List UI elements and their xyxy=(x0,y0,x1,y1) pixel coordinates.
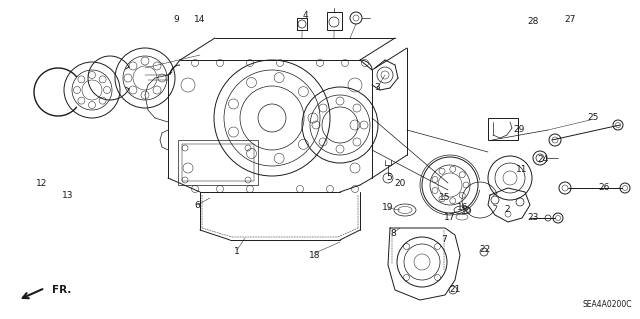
Text: 12: 12 xyxy=(36,179,48,188)
Text: 8: 8 xyxy=(390,228,396,238)
Bar xyxy=(178,140,258,185)
Text: 27: 27 xyxy=(564,16,576,25)
Text: 22: 22 xyxy=(479,246,491,255)
Text: 3: 3 xyxy=(374,84,380,93)
Text: 9: 9 xyxy=(173,16,179,25)
Text: 19: 19 xyxy=(382,204,394,212)
Text: 6: 6 xyxy=(194,201,200,210)
Text: 14: 14 xyxy=(195,16,205,25)
Text: 17: 17 xyxy=(444,213,456,222)
Text: 24: 24 xyxy=(538,155,548,165)
Text: 23: 23 xyxy=(527,213,539,222)
Text: 11: 11 xyxy=(516,166,528,174)
Text: FR.: FR. xyxy=(52,285,72,295)
Text: 26: 26 xyxy=(598,183,610,192)
Text: 2: 2 xyxy=(504,205,510,214)
Bar xyxy=(488,118,518,140)
Text: 21: 21 xyxy=(449,286,461,294)
Text: 4: 4 xyxy=(302,11,308,19)
Text: 15: 15 xyxy=(439,194,451,203)
Bar xyxy=(327,12,342,30)
Text: 28: 28 xyxy=(527,18,539,26)
Text: 1: 1 xyxy=(234,248,240,256)
Text: 25: 25 xyxy=(588,114,598,122)
Text: SEA4A0200C: SEA4A0200C xyxy=(582,300,632,309)
Bar xyxy=(182,144,254,181)
Text: 10: 10 xyxy=(461,207,473,217)
Text: 13: 13 xyxy=(62,190,74,199)
Text: 29: 29 xyxy=(513,125,525,135)
Text: 20: 20 xyxy=(394,179,406,188)
Text: 5: 5 xyxy=(386,174,392,182)
Text: 18: 18 xyxy=(309,250,321,259)
Text: 16: 16 xyxy=(457,204,468,212)
Text: 7: 7 xyxy=(441,235,447,244)
